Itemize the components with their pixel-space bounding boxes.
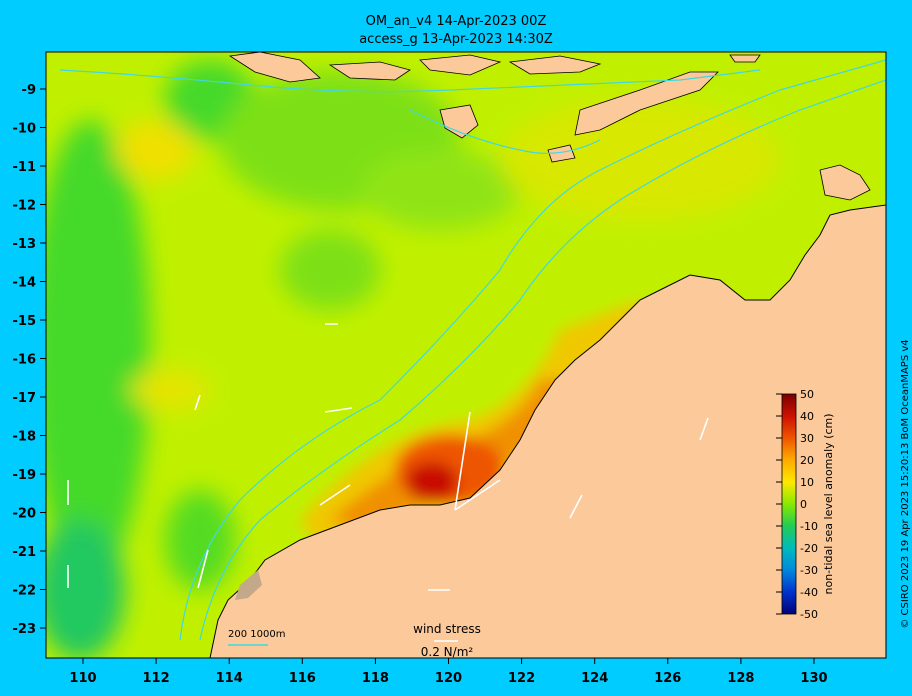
wind-stress-arrows [67, 323, 709, 591]
colorbar-tick-label: -10 [800, 520, 818, 533]
colorbar-tick-label: -30 [800, 564, 818, 577]
colorbar-tick-label: 20 [800, 454, 814, 467]
lat-tick-label: -15 [13, 314, 37, 329]
lat-tick-label: -16 [13, 353, 37, 368]
lat-tick-label: -10 [13, 122, 37, 137]
wind-stress-scale: 0.2 N/m² [421, 645, 474, 659]
colorbar-label: non-tidal sea level anomaly (cm) [822, 414, 835, 595]
lon-tick-label: 126 [654, 671, 681, 686]
colorbar-tick-label: 0 [800, 498, 807, 511]
colorbar-tick-label: 30 [800, 432, 814, 445]
land-mass-australia [209, 204, 886, 658]
lat-tick-label: -9 [22, 83, 36, 98]
map-subtitle: access_g 13-Apr-2023 14:30Z [359, 32, 553, 47]
lat-tick-label: -13 [13, 237, 37, 252]
latitude-axis: -9 -10 -11 -12 -13 -14 -15 -16 -17 -18 -19 -20 -21 -2… [13, 83, 46, 637]
colorbar-tick-label: -50 [800, 608, 818, 621]
lat-tick-label: -14 [13, 276, 37, 291]
depth-contours [59, 59, 886, 641]
lon-tick-label: 114 [216, 671, 243, 686]
depth-legend-label: 200 1000m [228, 629, 285, 640]
lon-tick-label: 122 [508, 671, 535, 686]
map-frame [45, 51, 887, 659]
colorbar-tick-label: 40 [800, 410, 814, 423]
lat-tick-label: -11 [13, 160, 37, 175]
lat-tick-label: -23 [13, 622, 37, 637]
anomaly-field [46, 52, 886, 658]
lat-tick-label: -21 [13, 545, 37, 560]
colorbar-tick-label: 50 [800, 388, 814, 401]
colorbar [781, 393, 797, 615]
lon-tick-label: 116 [289, 671, 316, 686]
lat-tick-label: -18 [13, 430, 37, 445]
lon-tick-label: 112 [143, 671, 170, 686]
credit-text: © CSIRO 2023 19 Apr 2023 15:20:13 BoM Oc… [900, 339, 911, 628]
lat-tick-label: -20 [13, 507, 37, 522]
lon-tick-label: 118 [362, 671, 389, 686]
lon-tick-label: 124 [581, 671, 608, 686]
lat-tick-label: -22 [13, 584, 37, 599]
land-mass-islands [228, 52, 761, 163]
lat-tick-label: -19 [13, 468, 37, 483]
longitude-axis: 110 112 114 116 118 120 122 124 126 128 130 [69, 658, 828, 686]
colorbar-tick-label: 10 [800, 476, 814, 489]
lat-tick-label: -12 [13, 199, 37, 214]
map-title: OM_an_v4 14-Apr-2023 00Z [365, 14, 547, 29]
lon-tick-label: 130 [800, 671, 827, 686]
colorbar-tick-label: -20 [800, 542, 818, 555]
lon-tick-label: 128 [727, 671, 754, 686]
colorbar-ticks: 50 40 30 20 10 0 -10 -20 -30 -40 -50 [776, 388, 818, 621]
lon-tick-label: 110 [69, 671, 96, 686]
colorbar-tick-label: -40 [800, 586, 818, 599]
wind-stress-title: wind stress [413, 622, 481, 636]
lat-tick-label: -17 [13, 391, 37, 406]
lon-tick-label: 120 [435, 671, 462, 686]
